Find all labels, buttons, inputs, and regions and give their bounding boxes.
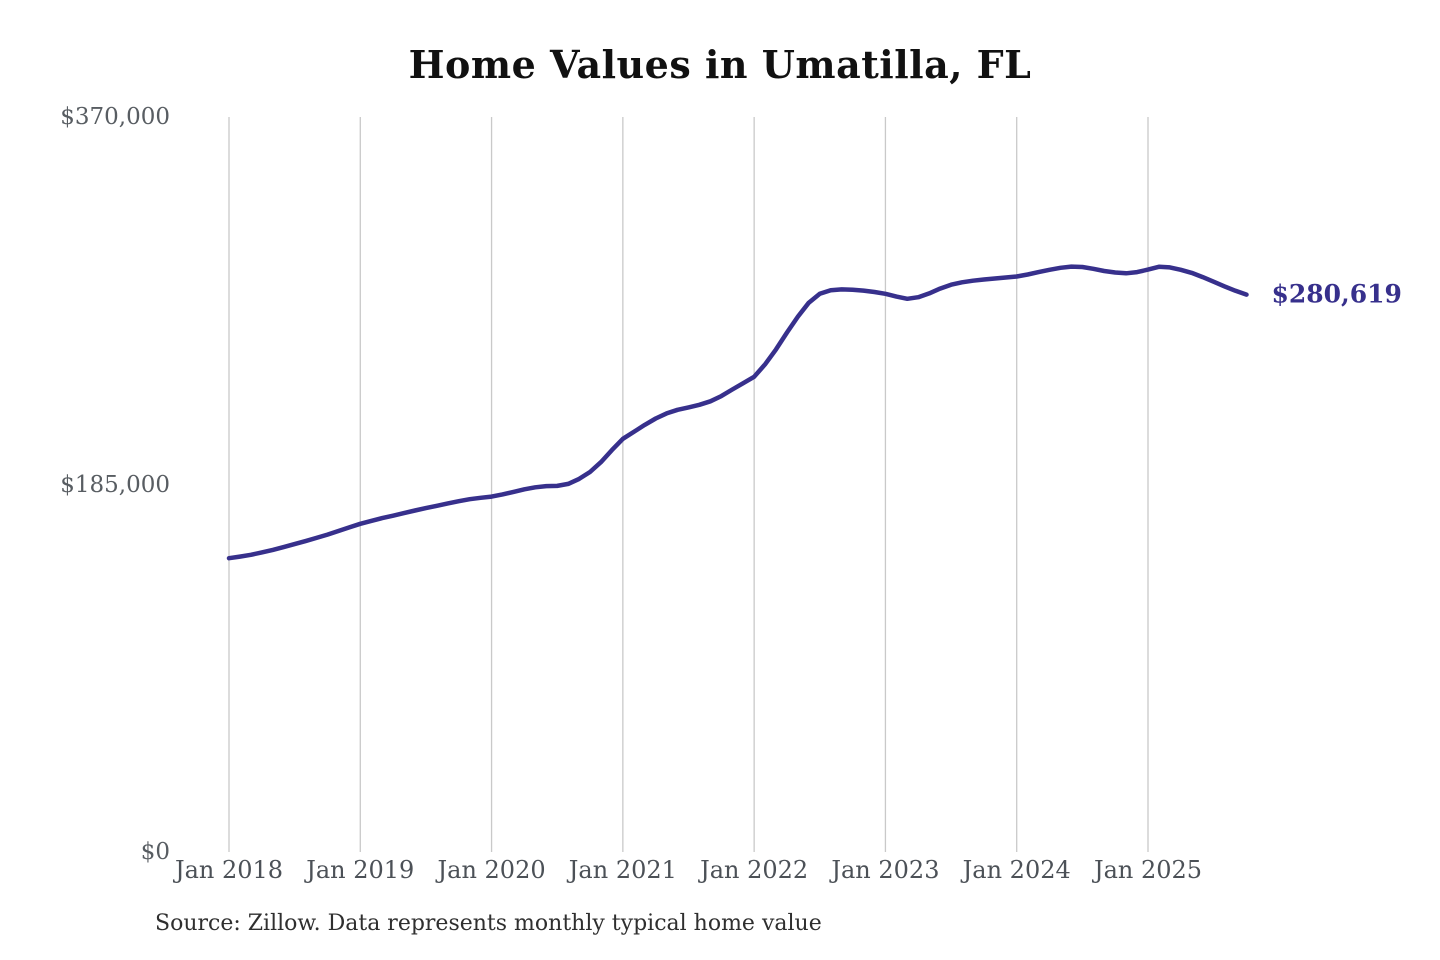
y-tick-label: $370,000	[60, 104, 170, 130]
source-note: Source: Zillow. Data represents monthly …	[155, 911, 822, 936]
chart-title: Home Values in Umatilla, FL	[408, 42, 1032, 87]
last-value-label: $280,619	[1271, 279, 1402, 309]
y-tick-label: $185,000	[60, 471, 170, 498]
x-tick-label: Jan 2025	[1093, 856, 1203, 884]
x-tick-label: Jan 2019	[306, 856, 415, 884]
y-tick-label: $0	[140, 839, 170, 865]
x-tick-label: Jan 2022	[700, 856, 809, 884]
x-tick-label: Jan 2018	[174, 856, 284, 884]
x-tick-label: Jan 2024	[962, 856, 1071, 884]
home-value-line	[226, 264, 1249, 561]
x-tick-label: Jan 2021	[568, 856, 677, 884]
x-tick-label: Jan 2023	[831, 856, 940, 884]
x-tick-label: Jan 2020	[437, 856, 546, 884]
